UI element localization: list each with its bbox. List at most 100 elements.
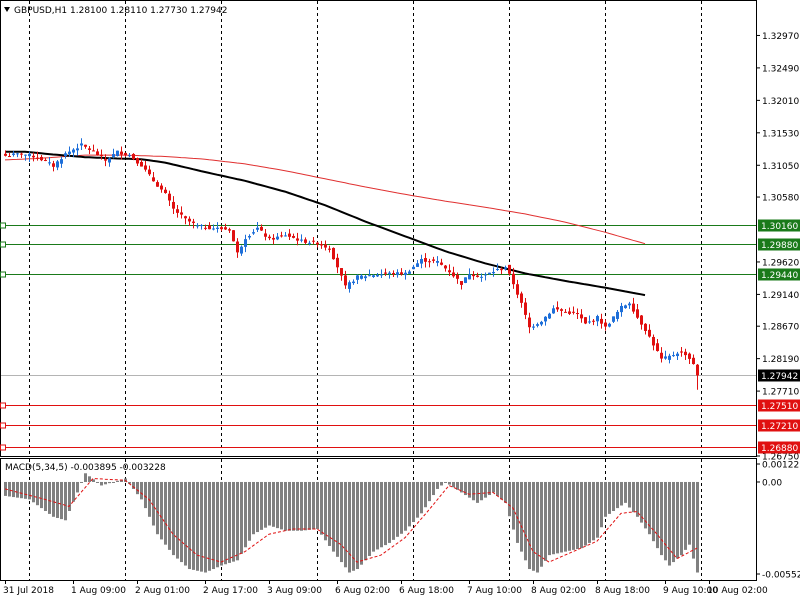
macd-tick-label: 0.001227 bbox=[762, 461, 800, 471]
macd-bar bbox=[48, 481, 51, 514]
level-handle[interactable] bbox=[0, 241, 6, 248]
candle-body bbox=[656, 343, 659, 352]
macd-bar bbox=[336, 481, 339, 557]
macd-bar bbox=[160, 481, 163, 540]
macd-bar bbox=[36, 481, 39, 506]
candle-body bbox=[628, 303, 631, 306]
price-tick-label: 1.26750 bbox=[762, 453, 799, 463]
macd-bar bbox=[308, 481, 311, 530]
candle-body bbox=[388, 272, 391, 274]
level-label-bg bbox=[758, 419, 800, 432]
price-tick-label: 1.27710 bbox=[762, 388, 799, 398]
candle-body bbox=[548, 313, 551, 319]
candle-body bbox=[632, 303, 635, 312]
level-handle[interactable] bbox=[0, 402, 6, 409]
candle-body bbox=[112, 154, 115, 157]
macd-bar bbox=[532, 481, 535, 571]
candle-body bbox=[124, 152, 127, 156]
candle-body bbox=[552, 308, 555, 314]
macd-bar bbox=[512, 481, 515, 530]
macd-bar bbox=[420, 481, 423, 514]
candle-body bbox=[52, 163, 55, 167]
macd-bar bbox=[132, 481, 135, 489]
candle-body bbox=[464, 277, 467, 283]
candle-body bbox=[692, 357, 695, 365]
candle-body bbox=[276, 236, 279, 240]
triangle-down-icon[interactable] bbox=[4, 7, 10, 12]
macd-bar bbox=[16, 481, 19, 498]
macd-bar bbox=[612, 481, 615, 511]
macd-bar bbox=[620, 481, 623, 506]
candle-body bbox=[696, 364, 699, 376]
candle-body bbox=[252, 232, 255, 234]
macd-bar bbox=[204, 481, 207, 573]
macd-bar bbox=[688, 481, 691, 545]
macd-bar bbox=[104, 481, 107, 485]
macd-bar bbox=[396, 481, 399, 537]
candle-body bbox=[412, 266, 415, 270]
candle-body bbox=[612, 316, 615, 322]
macd-bar bbox=[152, 481, 155, 526]
candle-body bbox=[624, 305, 627, 309]
candle-body bbox=[356, 275, 359, 280]
price-tick-label: 1.28670 bbox=[762, 323, 799, 333]
candle-body bbox=[512, 273, 515, 285]
macd-bar bbox=[56, 481, 59, 518]
candle-body bbox=[444, 265, 447, 269]
macd-bar bbox=[224, 481, 227, 565]
candle-body bbox=[192, 221, 195, 223]
macd-bar bbox=[376, 481, 379, 550]
macd-bar bbox=[64, 481, 67, 521]
macd-bar bbox=[664, 481, 667, 561]
macd-tick-label: 0.00 bbox=[762, 478, 782, 488]
macd-bar bbox=[636, 481, 639, 517]
level-handle[interactable] bbox=[0, 422, 6, 429]
macd-bar bbox=[96, 481, 99, 483]
candle-body bbox=[584, 317, 587, 324]
macd-bar bbox=[144, 481, 147, 509]
candle-body bbox=[164, 189, 167, 194]
candle-body bbox=[484, 274, 487, 276]
level-handle[interactable] bbox=[0, 271, 6, 278]
macd-bar bbox=[604, 481, 607, 517]
candle-body bbox=[644, 323, 647, 331]
macd-bar bbox=[76, 481, 79, 493]
candle-body bbox=[260, 226, 263, 231]
level-label: 1.29880 bbox=[761, 241, 798, 251]
candle-body bbox=[468, 274, 471, 280]
macd-bar bbox=[348, 481, 351, 573]
candle-body bbox=[328, 248, 331, 250]
macd-bar bbox=[448, 481, 451, 485]
candle-body bbox=[64, 153, 67, 156]
candle-body bbox=[360, 275, 363, 279]
macd-bar bbox=[12, 481, 15, 498]
macd-bar bbox=[248, 481, 251, 541]
macd-bar bbox=[552, 481, 555, 555]
macd-bar bbox=[252, 481, 255, 535]
macd-bar bbox=[492, 481, 495, 493]
level-label: 1.27210 bbox=[761, 422, 798, 432]
candle-body bbox=[76, 148, 79, 151]
macd-bar bbox=[464, 481, 467, 496]
candle-body bbox=[668, 355, 671, 360]
candle-body bbox=[4, 153, 7, 156]
candle-body bbox=[524, 302, 527, 315]
macd-title: MACD(5,34,5) -0.003895 -0.003228 bbox=[5, 463, 166, 473]
macd-bar bbox=[84, 473, 87, 482]
candle-body bbox=[248, 235, 251, 238]
macd-bar bbox=[256, 481, 259, 533]
macd-histogram bbox=[4, 473, 699, 573]
time-tick-label: 3 Aug 09:00 bbox=[267, 586, 322, 596]
candle-body bbox=[592, 320, 595, 322]
macd-bar bbox=[180, 481, 183, 563]
macd-bar bbox=[328, 481, 331, 546]
level-handle[interactable] bbox=[0, 444, 6, 451]
macd-bar bbox=[672, 481, 675, 563]
candle-body bbox=[684, 351, 687, 356]
candle-body bbox=[680, 351, 683, 353]
candle-body bbox=[228, 229, 231, 231]
level-handle[interactable] bbox=[0, 222, 6, 229]
candle-body bbox=[44, 159, 47, 161]
candle-body bbox=[136, 158, 139, 164]
